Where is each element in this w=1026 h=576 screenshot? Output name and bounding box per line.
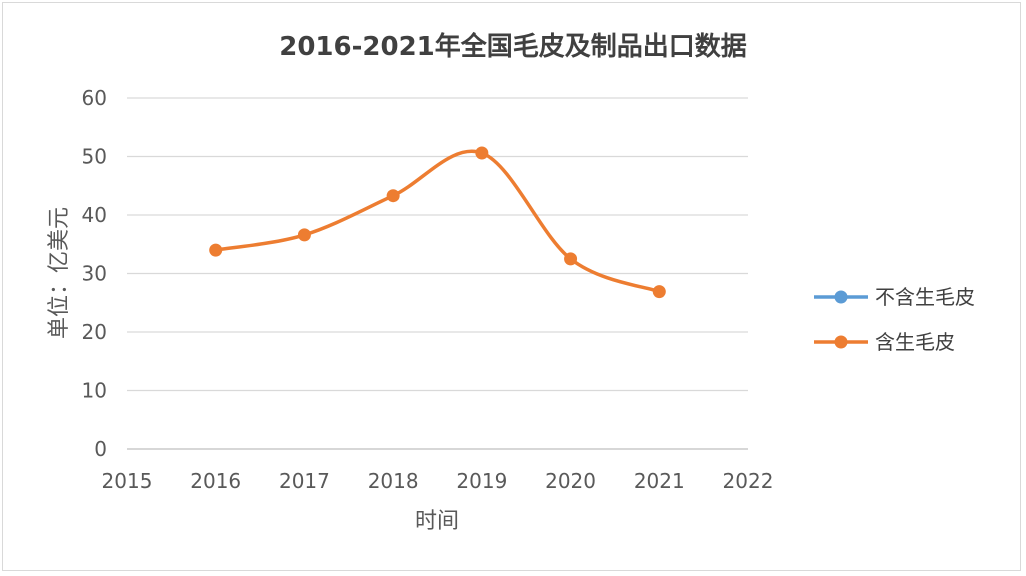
series-line-1 [213, 149, 662, 294]
gridlines [127, 97, 748, 450]
legend-marker [834, 335, 848, 349]
y-tick-50: 50 [82, 145, 107, 169]
legend-item-1: 含生毛皮 [814, 330, 955, 354]
data-point-2018 [386, 189, 400, 203]
legend-marker [834, 290, 848, 304]
legend-label: 不含生毛皮 [875, 285, 975, 309]
x-axis-title: 时间 [415, 509, 459, 534]
y-tick-30: 30 [82, 262, 107, 286]
x-tick-2017: 2017 [279, 469, 330, 493]
x-tick-2021: 2021 [634, 469, 685, 493]
y-axis-title: 单位：亿美元 [47, 207, 72, 339]
y-tick-labels: 0 10 20 30 40 50 60 [82, 86, 107, 461]
series-1 [209, 146, 666, 299]
x-tick-2018: 2018 [368, 469, 419, 493]
y-tick-40: 40 [82, 203, 107, 227]
x-tick-2019: 2019 [456, 469, 507, 493]
data-point-2020 [564, 252, 578, 266]
x-tick-2022: 2022 [723, 469, 774, 493]
data-point-2017 [297, 228, 311, 242]
data-point-2021 [652, 285, 666, 299]
y-tick-10: 10 [82, 379, 107, 403]
data-point-2019 [475, 146, 489, 160]
x-tick-labels: 2015 2016 2017 2018 2019 2020 2021 2022 [102, 469, 774, 493]
data-point-2016 [209, 243, 223, 257]
x-tick-2016: 2016 [190, 469, 241, 493]
legend-item-0: 不含生毛皮 [814, 285, 975, 309]
y-tick-20: 20 [82, 320, 107, 344]
y-tick-0: 0 [94, 437, 107, 461]
series-layer [209, 146, 666, 299]
x-tick-2020: 2020 [545, 469, 596, 493]
y-tick-60: 60 [82, 86, 107, 110]
legend-label: 含生毛皮 [875, 330, 955, 354]
x-tick-2015: 2015 [102, 469, 153, 493]
chart-title: 2016-2021年全国毛皮及制品出口数据 [279, 31, 747, 62]
